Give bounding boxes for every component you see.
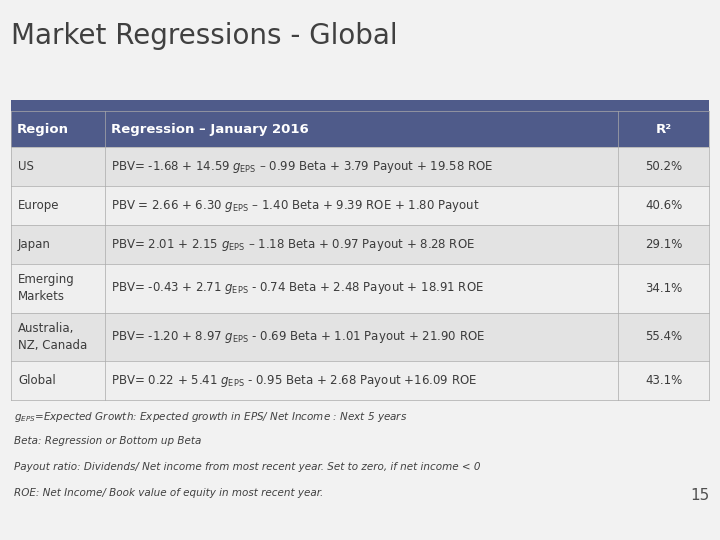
Text: $g_{\mathregular{EPS}}$=Expected Growth: Expected growth in EPS/ Net Income : Ne: $g_{\mathregular{EPS}}$=Expected Growth:… xyxy=(14,410,408,424)
Text: PBV= -1.68 + 14.59 $g_{\mathregular{EPS}}$ – 0.99 Beta + 3.79 Payout + 19.58 ROE: PBV= -1.68 + 14.59 $g_{\mathregular{EPS}… xyxy=(111,159,493,175)
Text: PBV= 0.22 + 5.41 $g_{\mathregular{EPS}}$ - 0.95 Beta + 2.68 Payout +16.09 ROE: PBV= 0.22 + 5.41 $g_{\mathregular{EPS}}$… xyxy=(111,373,477,389)
Text: PBV= -1.20 + 8.97 $g_{\mathregular{EPS}}$ - 0.69 Beta + 1.01 Payout + 21.90 ROE: PBV= -1.20 + 8.97 $g_{\mathregular{EPS}}… xyxy=(111,329,485,345)
Text: NZ, Canada: NZ, Canada xyxy=(18,339,87,352)
Bar xyxy=(11,100,709,112)
Text: Markets: Markets xyxy=(18,291,65,303)
Text: PBV= 2.01 + 2.15 $g_{\mathregular{EPS}}$ – 1.18 Beta + 0.97 Payout + 8.28 ROE: PBV= 2.01 + 2.15 $g_{\mathregular{EPS}}$… xyxy=(111,237,474,253)
Text: Europe: Europe xyxy=(18,199,60,212)
Text: Regression – January 2016: Regression – January 2016 xyxy=(111,123,309,136)
Text: ROE: Net Income/ Book value of equity in most recent year.: ROE: Net Income/ Book value of equity in… xyxy=(14,488,324,498)
Text: 15: 15 xyxy=(690,488,709,503)
Text: 40.6%: 40.6% xyxy=(645,199,683,212)
Text: 50.2%: 50.2% xyxy=(645,160,683,173)
Text: Beta: Regression or Bottom up Beta: Beta: Regression or Bottom up Beta xyxy=(14,436,202,446)
Text: Global: Global xyxy=(18,374,55,387)
Text: PBV= -0.43 + 2.71 $g_{\mathregular{EPS}}$ - 0.74 Beta + 2.48 Payout + 18.91 ROE: PBV= -0.43 + 2.71 $g_{\mathregular{EPS}}… xyxy=(111,280,484,296)
Text: 29.1%: 29.1% xyxy=(645,238,683,251)
Text: US: US xyxy=(18,160,34,173)
Bar xyxy=(11,264,709,313)
Text: R²: R² xyxy=(656,123,672,136)
Text: Payout ratio: Dividends/ Net income from most recent year. Set to zero, if net i: Payout ratio: Dividends/ Net income from… xyxy=(14,462,481,472)
Text: 55.4%: 55.4% xyxy=(645,330,683,343)
Text: PBV = 2.66 + 6.30 $g_{\mathregular{EPS}}$ – 1.40 Beta + 9.39 ROE + 1.80 Payout: PBV = 2.66 + 6.30 $g_{\mathregular{EPS}}… xyxy=(111,198,480,214)
Bar xyxy=(11,186,709,225)
Bar xyxy=(11,313,709,361)
Bar xyxy=(11,361,709,400)
Bar xyxy=(11,111,709,147)
Text: 43.1%: 43.1% xyxy=(645,374,683,387)
Text: Region: Region xyxy=(17,123,68,136)
Text: Emerging: Emerging xyxy=(18,273,75,286)
Bar xyxy=(11,147,709,186)
Text: Market Regressions - Global: Market Regressions - Global xyxy=(11,22,397,50)
Text: Australia,: Australia, xyxy=(18,322,74,335)
Text: Japan: Japan xyxy=(18,238,51,251)
Text: 34.1%: 34.1% xyxy=(645,282,683,295)
Bar xyxy=(11,225,709,264)
